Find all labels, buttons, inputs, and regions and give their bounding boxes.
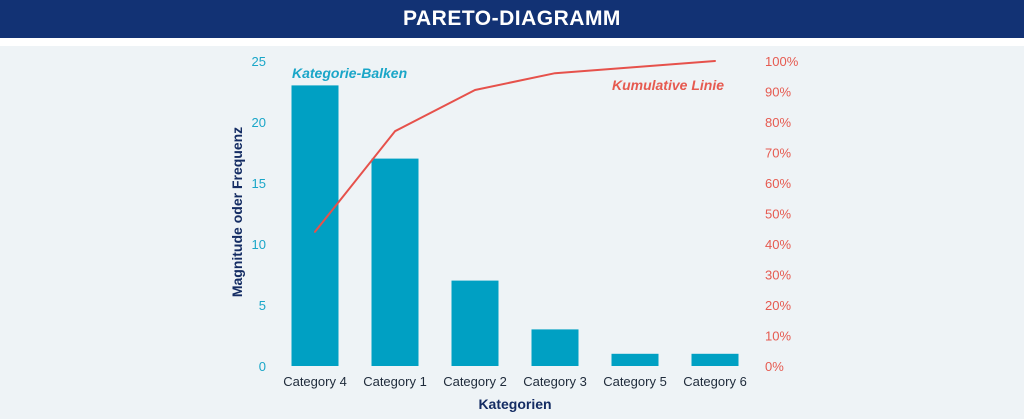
- bar-category-3: [531, 329, 579, 366]
- x-tick-label: Category 1: [363, 374, 427, 389]
- right-tick-label: 30%: [765, 268, 791, 283]
- left-tick-label: 5: [259, 298, 266, 313]
- bar-category-2: [451, 280, 499, 366]
- header-bar: PARETO-DIAGRAMM: [0, 0, 1024, 38]
- right-axis-ticks: 0% 10% 20% 30% 40% 50% 60% 70% 80% 90% 100%: [765, 54, 799, 374]
- bars-layer: [291, 85, 739, 367]
- x-axis-label: Kategorien: [478, 396, 551, 412]
- x-tick-label: Category 6: [683, 374, 747, 389]
- chart-panel: [0, 46, 1024, 419]
- right-tick-label: 20%: [765, 298, 791, 313]
- right-tick-label: 40%: [765, 237, 791, 252]
- x-tick-label: Category 5: [603, 374, 667, 389]
- left-tick-label: 15: [252, 176, 266, 191]
- right-tick-label: 90%: [765, 85, 791, 100]
- x-tick-label: Category 2: [443, 374, 507, 389]
- right-tick-label: 100%: [765, 54, 799, 69]
- right-tick-label: 60%: [765, 176, 791, 191]
- right-tick-label: 50%: [765, 207, 791, 222]
- x-tick-label: Category 3: [523, 374, 587, 389]
- line-series-annotation: Kumulative Linie: [612, 77, 724, 93]
- bar-category-5: [611, 353, 659, 366]
- bar-category-4: [291, 85, 339, 367]
- bar-category-1: [371, 158, 419, 366]
- line-layer: [314, 60, 716, 233]
- y-axis-label: Magnitude oder Frequenz: [229, 127, 245, 297]
- left-tick-label: 0: [259, 359, 266, 374]
- bar-category-6: [691, 353, 739, 366]
- right-tick-label: 0%: [765, 359, 784, 374]
- left-tick-label: 25: [252, 54, 266, 69]
- left-tick-label: 10: [252, 237, 266, 252]
- cumulative-line: [314, 60, 716, 233]
- x-axis-ticks: Category 4 Category 1 Category 2 Category 3…: [283, 374, 747, 389]
- x-tick-label: Category 4: [283, 374, 347, 389]
- left-tick-label: 20: [252, 115, 266, 130]
- right-tick-label: 10%: [765, 329, 791, 344]
- page-title: PARETO-DIAGRAMM: [403, 7, 621, 30]
- right-tick-label: 70%: [765, 146, 791, 161]
- left-axis-ticks: 0 5 10 15 20 25: [252, 54, 266, 374]
- bar-series-annotation: Kategorie-Balken: [292, 65, 407, 81]
- right-tick-label: 80%: [765, 115, 791, 130]
